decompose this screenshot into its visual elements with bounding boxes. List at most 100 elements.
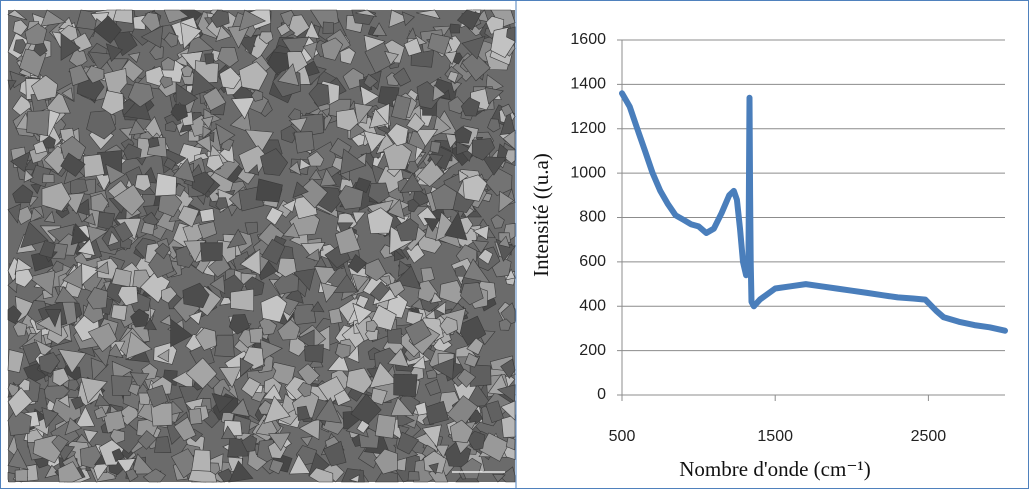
crystal: [111, 375, 133, 396]
crystal: [259, 316, 278, 336]
crystal: [248, 163, 259, 176]
crystal: [217, 46, 239, 68]
crystal: [228, 460, 254, 483]
crystal: [339, 148, 367, 175]
crystal: [52, 367, 70, 387]
crystal: [428, 462, 439, 475]
crystal: [425, 368, 438, 379]
crystal: [462, 174, 488, 202]
crystal: [57, 394, 70, 408]
crystal: [87, 322, 118, 353]
crystal: [288, 117, 308, 132]
crystal: [116, 458, 137, 476]
crystal: [7, 472, 16, 483]
crystal: [351, 273, 370, 292]
crystal: [320, 282, 339, 303]
crystal: [366, 207, 394, 234]
crystal: [26, 110, 50, 137]
crystal: [197, 221, 218, 240]
crystal: [200, 242, 223, 262]
crystal: [101, 90, 125, 116]
crystal: [368, 108, 389, 129]
y-tick-label: 1400: [570, 76, 606, 93]
crystal: [500, 358, 516, 379]
crystal: [374, 448, 398, 475]
crystal: [307, 151, 325, 167]
crystal: [492, 473, 506, 483]
crystal: [172, 157, 196, 183]
crystal: [342, 67, 364, 90]
crystal: [87, 225, 109, 244]
crystal: [374, 414, 397, 439]
crystal: [209, 274, 226, 295]
crystal: [314, 256, 327, 268]
crystal: [500, 103, 514, 117]
crystal: [83, 429, 99, 444]
crystal: [107, 231, 120, 247]
crystal: [60, 32, 81, 61]
crystal: [13, 321, 28, 337]
crystal: [333, 389, 352, 407]
crystal: [215, 197, 229, 211]
crystal: [228, 314, 250, 335]
crystal: [369, 361, 398, 389]
crystal: [407, 470, 420, 481]
crystal: [202, 87, 227, 112]
crystal: [150, 402, 173, 427]
crystal: [201, 115, 214, 130]
crystal: [305, 248, 321, 263]
crystal: [130, 308, 150, 328]
crystal: [308, 169, 323, 181]
crystal: [131, 453, 156, 475]
crystal: [173, 416, 197, 442]
crystal: [27, 269, 56, 296]
crystal: [434, 444, 450, 459]
crystal: [230, 288, 255, 312]
crystal: [251, 89, 264, 102]
crystal: [44, 308, 62, 328]
crystal: [387, 348, 410, 368]
crystal: [241, 434, 258, 453]
crystal: [57, 348, 87, 374]
crystal: [456, 9, 482, 31]
crystal: [180, 22, 203, 50]
crystal: [33, 42, 48, 57]
crystal: [123, 143, 142, 161]
crystal: [7, 387, 33, 418]
crystal: [423, 217, 441, 232]
crystal: [315, 397, 342, 424]
crystal: [94, 393, 111, 407]
crystal: [456, 368, 477, 388]
crystal: [345, 367, 373, 395]
crystal: [350, 393, 382, 426]
crystal: [261, 238, 286, 265]
crystal: [105, 163, 126, 185]
crystal: [195, 135, 212, 154]
crystal: [498, 190, 515, 213]
crystal: [320, 37, 344, 61]
crystal: [347, 254, 367, 274]
crystal: [500, 302, 516, 326]
crystal: [406, 27, 418, 39]
crystal: [60, 135, 86, 160]
crystal: [460, 457, 482, 480]
crystal: [154, 172, 177, 197]
crystal: [60, 152, 86, 177]
crystal: [125, 331, 153, 360]
crystal: [33, 140, 48, 155]
crystal: [182, 282, 210, 309]
crystal: [199, 208, 215, 223]
crystal: [282, 222, 301, 239]
crystal: [83, 212, 96, 226]
crystal: [472, 225, 490, 241]
crystal: [416, 81, 443, 110]
crystal: [460, 282, 484, 306]
crystal: [128, 383, 141, 396]
crystal: [191, 68, 216, 97]
crystal: [137, 430, 157, 450]
crystal: [395, 218, 419, 242]
y-tick-label: 200: [579, 342, 606, 359]
crystal: [304, 344, 324, 363]
crystal: [365, 319, 378, 333]
crystal: [163, 32, 179, 48]
